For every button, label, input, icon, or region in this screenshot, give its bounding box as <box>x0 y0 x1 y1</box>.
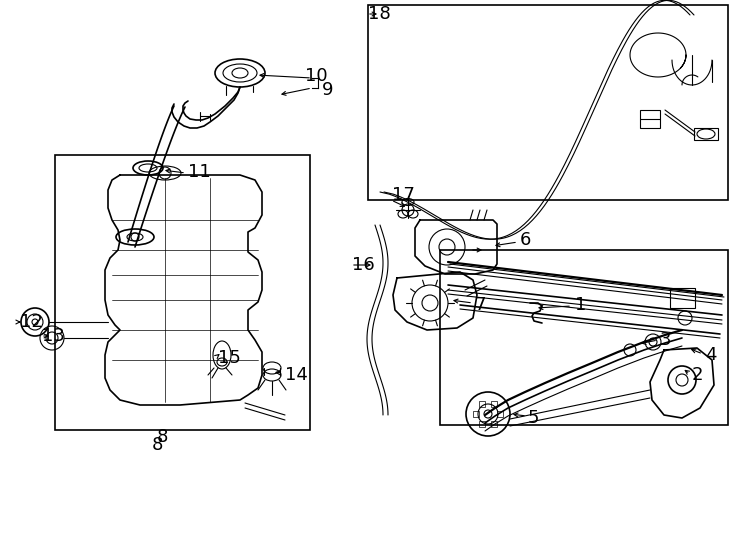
Bar <box>55 155 310 430</box>
Text: 14: 14 <box>285 366 308 384</box>
Text: 4: 4 <box>705 346 716 364</box>
Text: 16: 16 <box>352 256 375 274</box>
Text: 12: 12 <box>20 313 43 331</box>
Text: 8: 8 <box>157 428 168 446</box>
Text: 6: 6 <box>520 231 531 249</box>
Text: 13: 13 <box>42 327 65 345</box>
Bar <box>670 288 695 308</box>
Bar <box>694 128 718 140</box>
Bar <box>640 110 660 128</box>
Text: 2: 2 <box>692 366 703 384</box>
Text: 3: 3 <box>660 331 672 349</box>
Bar <box>491 421 497 427</box>
Bar <box>440 250 728 425</box>
Bar <box>497 411 503 417</box>
Text: 7: 7 <box>475 296 487 314</box>
Text: 1: 1 <box>575 296 586 314</box>
Text: 5: 5 <box>528 409 539 427</box>
Text: 9: 9 <box>322 81 333 99</box>
Text: 8: 8 <box>151 436 163 454</box>
Text: 11: 11 <box>188 163 211 181</box>
Bar <box>479 401 485 407</box>
Bar <box>491 401 497 407</box>
Text: 15: 15 <box>218 349 241 367</box>
Bar <box>368 5 728 200</box>
Bar <box>473 411 479 417</box>
Text: 18: 18 <box>368 5 390 23</box>
Text: 10: 10 <box>305 67 327 85</box>
Bar <box>479 421 485 427</box>
Text: 17: 17 <box>392 186 415 204</box>
